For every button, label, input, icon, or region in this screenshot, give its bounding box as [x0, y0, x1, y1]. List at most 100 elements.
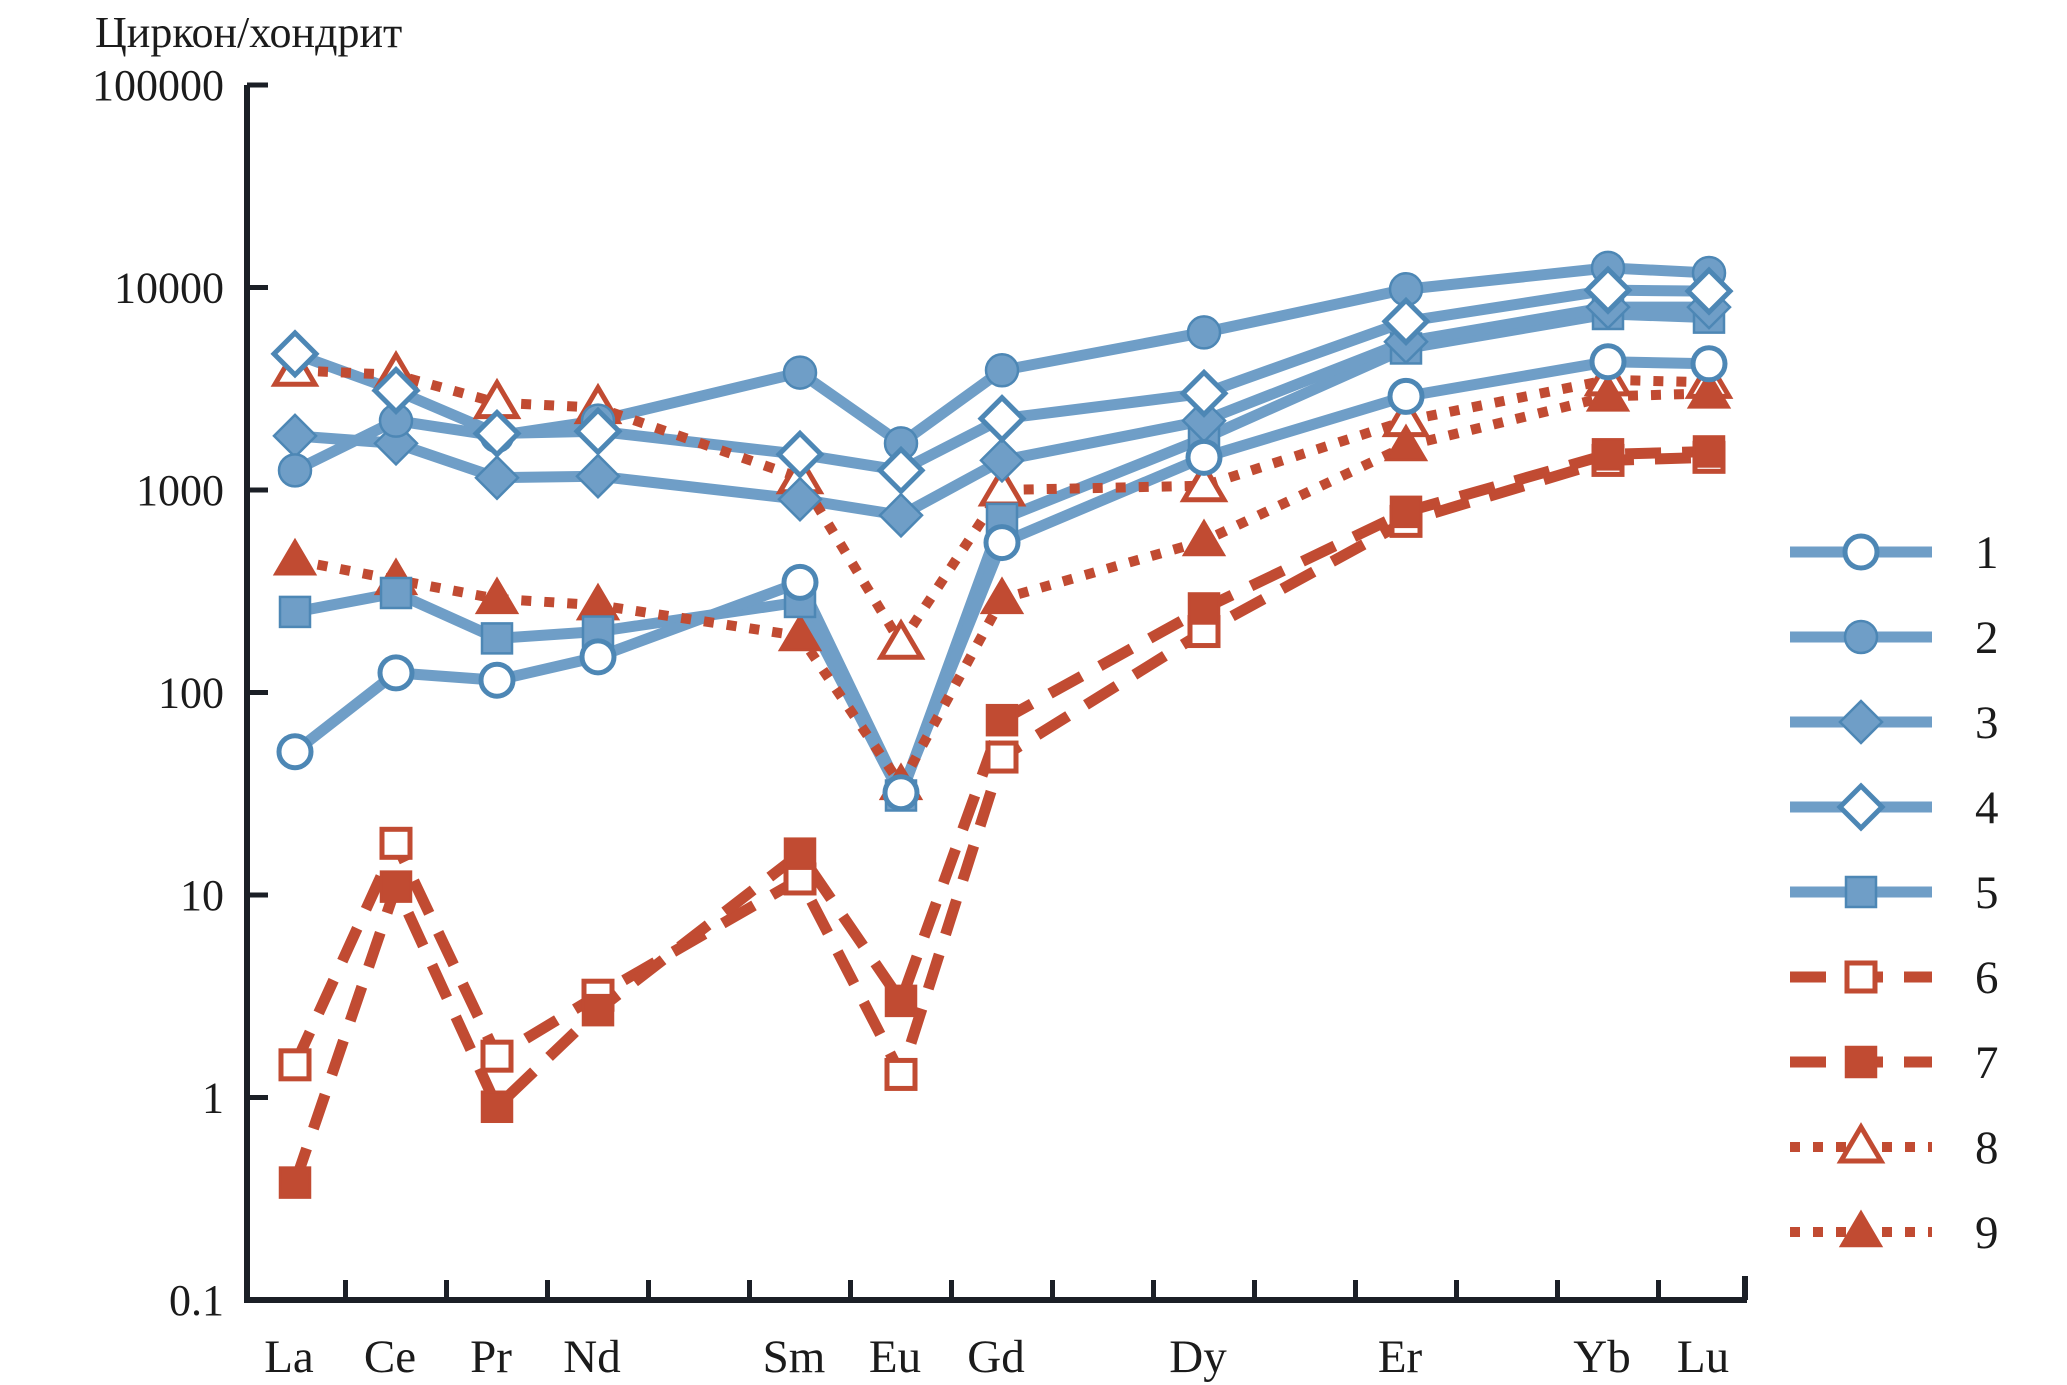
legend-label: 9 [1975, 1207, 1999, 1259]
legend-item-5: 5 [1790, 867, 1999, 919]
triangle-filled-marker-icon [272, 537, 318, 576]
legend-item-9: 9 [1790, 1207, 1999, 1259]
circle-filled-marker-icon [1843, 619, 1879, 655]
legend-item-4: 4 [1790, 782, 1999, 834]
square-open-marker-icon [985, 740, 1019, 774]
circle-open-marker-icon [579, 638, 617, 676]
x-category-label: Gd [967, 1331, 1024, 1383]
diamond-filled-marker-icon [1838, 699, 1884, 745]
diamond-filled-marker-icon [575, 453, 621, 499]
square-filled-marker-icon [1844, 875, 1878, 909]
square-filled-marker-icon [1692, 435, 1726, 468]
diamond-open-marker-icon [1179, 368, 1229, 418]
legend-item-8: 8 [1790, 1122, 1999, 1174]
square-filled-marker-icon [379, 870, 413, 903]
square-filled-marker-icon [480, 622, 514, 655]
x-category-label: Sm [763, 1331, 826, 1383]
circle-open-marker-icon [1842, 533, 1880, 571]
square-filled-marker-icon [379, 576, 413, 610]
legend-label: 6 [1975, 952, 1999, 1004]
circle-open-marker-icon [1589, 343, 1627, 381]
legend-item-3: 3 [1790, 697, 1999, 749]
triangle-filled-marker-icon [1383, 423, 1429, 462]
series-7-markers [278, 435, 1726, 1199]
triangle-open-marker-icon [1836, 1122, 1886, 1164]
circle-open-marker-icon [781, 563, 819, 601]
square-filled-marker-icon [581, 993, 615, 1027]
square-open-marker-icon [480, 1039, 514, 1073]
legend-label: 5 [1975, 867, 1999, 919]
circle-open-marker-icon [1387, 377, 1425, 415]
legend-label: 8 [1975, 1122, 1999, 1174]
circle-filled-marker-icon [277, 453, 313, 488]
square-open-marker-icon [1844, 960, 1878, 994]
square-filled-marker-icon [480, 1090, 514, 1124]
square-filled-marker-icon [1844, 1045, 1878, 1079]
diamond-open-marker-icon [775, 429, 825, 479]
x-category-label: Lu [1677, 1331, 1729, 1383]
series-1-markers [276, 343, 1728, 812]
square-filled-marker-icon [1591, 438, 1625, 471]
diamond-open-marker-icon [472, 409, 522, 459]
diamond-filled-marker-icon [878, 492, 924, 539]
triangle-filled-marker-icon [979, 576, 1025, 615]
circle-filled-marker-icon [782, 355, 818, 390]
legend-label: 2 [1975, 612, 1999, 664]
square-filled-marker-icon [278, 1166, 312, 1199]
chart-legend: 1 2 3 4 5 6 7 8 9 [1790, 527, 1999, 1259]
y-tick-label: 100000 [92, 61, 224, 110]
y-tick-label: 1000 [136, 466, 224, 515]
square-filled-marker-icon [783, 837, 817, 870]
circle-open-marker-icon [983, 524, 1021, 562]
circle-open-marker-icon [276, 733, 314, 771]
circle-open-marker-icon [377, 654, 415, 692]
y-tick-label: 10 [180, 871, 224, 920]
x-category-label: Er [1378, 1331, 1423, 1383]
series-7-line [289, 445, 1710, 1185]
legend-label: 4 [1975, 782, 1999, 834]
diamond-open-marker-icon [1381, 296, 1431, 346]
x-category-label: Eu [869, 1331, 921, 1383]
square-open-marker-icon [884, 1057, 918, 1091]
square-open-marker-icon [379, 826, 413, 860]
triangle-filled-marker-icon [1585, 373, 1631, 412]
circle-open-marker-icon [1690, 345, 1728, 383]
y-tick-label: 1 [202, 1074, 224, 1123]
x-category-label: Pr [470, 1331, 512, 1383]
x-category-label: Ce [364, 1331, 416, 1383]
diamond-open-marker-icon [1684, 266, 1734, 316]
legend-label: 1 [1975, 527, 1999, 579]
diamond-open-marker-icon [977, 394, 1027, 444]
legend-item-6: 6 [1790, 952, 1999, 1004]
y-tick-label: 0.1 [169, 1276, 224, 1325]
chart-title: Циркон/хондрит [95, 8, 402, 57]
y-tick-label: 100 [158, 669, 224, 718]
x-category-label: Yb [1573, 1331, 1630, 1383]
triangle-filled-marker-icon [575, 582, 621, 621]
triangle-open-marker-icon [876, 618, 926, 660]
circle-open-marker-icon [1185, 438, 1223, 476]
diamond-filled-marker-icon [474, 454, 520, 501]
circle-open-marker-icon [478, 661, 516, 699]
circle-open-marker-icon [882, 774, 920, 812]
diamond-filled-marker-icon [272, 413, 318, 459]
x-category-label: Dy [1169, 1331, 1227, 1383]
diamond-open-marker-icon [270, 329, 320, 379]
legend-item-7: 7 [1790, 1037, 1999, 1089]
square-filled-marker-icon [1389, 495, 1423, 529]
diamond-filled-marker-icon [979, 437, 1025, 484]
diamond-open-marker-icon [1836, 782, 1886, 832]
legend-item-2: 2 [1790, 612, 1999, 664]
diamond-open-marker-icon [371, 365, 421, 416]
triangle-filled-marker-icon [1181, 518, 1227, 557]
diamond-open-marker-icon [1583, 265, 1633, 315]
circle-filled-marker-icon [1186, 315, 1222, 350]
square-open-marker-icon [278, 1048, 312, 1082]
triangle-filled-marker-icon [1838, 1209, 1884, 1248]
circle-filled-marker-icon [984, 353, 1020, 388]
legend-label: 7 [1975, 1037, 1999, 1089]
plot-area [270, 250, 1734, 1199]
square-filled-marker-icon [985, 703, 1019, 737]
